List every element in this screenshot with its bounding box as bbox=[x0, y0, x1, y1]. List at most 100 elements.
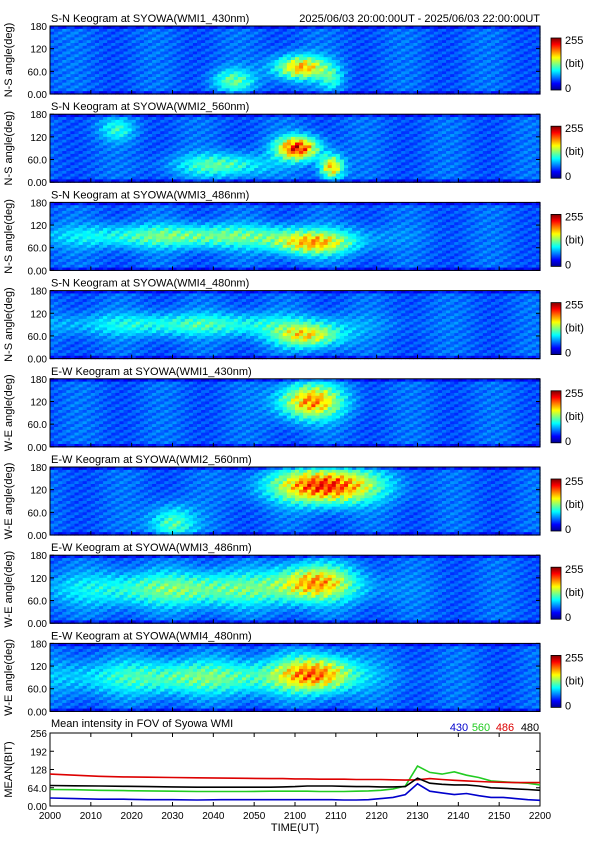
y-tick-label: 180 bbox=[30, 463, 47, 474]
y-axis-label: N-S angle(deg) bbox=[3, 287, 15, 362]
colorbar bbox=[550, 302, 562, 356]
colorbar bbox=[550, 213, 562, 267]
y-tick-label: 120 bbox=[30, 397, 47, 408]
y-tick-label: 60.0 bbox=[28, 156, 48, 167]
colorbar-unit-label: (bit) bbox=[565, 146, 584, 158]
keogram-image bbox=[50, 114, 541, 183]
line-x-tick-label: 2020 bbox=[121, 811, 144, 822]
series-line-480 bbox=[49, 777, 541, 792]
line-x-tick-label: 2200 bbox=[529, 811, 552, 822]
y-tick-label: 60.0 bbox=[28, 420, 48, 431]
series-line-486 bbox=[49, 773, 540, 784]
keogram-image bbox=[50, 378, 541, 448]
colorbar-unit-label: (bit) bbox=[565, 675, 584, 687]
line-x-tick-label: 2040 bbox=[202, 811, 225, 822]
y-tick-label: 180 bbox=[30, 639, 47, 650]
y-tick-label: 180 bbox=[30, 198, 47, 209]
colorbar-max-label: 255 bbox=[565, 300, 583, 312]
y-tick-label: 60.0 bbox=[28, 508, 48, 519]
colorbar-min-label: 0 bbox=[565, 612, 571, 624]
y-tick-label: 0.00 bbox=[28, 178, 48, 189]
y-tick-label: 120 bbox=[30, 45, 47, 56]
line-y-axis-label: MEAN(BIT) bbox=[3, 741, 15, 797]
panel-title: S-N Keogram at SYOWA(WMI3_486nm) bbox=[51, 189, 249, 201]
keogram-panel: E-W Keogram at SYOWA(WMI3_486nm) 0.00 60.0… bbox=[3, 542, 584, 630]
panel-title: E-W Keogram at SYOWA(WMI2_560nm) bbox=[51, 454, 252, 466]
y-tick-label: 180 bbox=[30, 110, 47, 121]
panel-title: E-W Keogram at SYOWA(WMI4_480nm) bbox=[51, 630, 252, 642]
colorbar-unit-label: (bit) bbox=[565, 58, 584, 70]
line-x-tick-label: 2140 bbox=[447, 811, 470, 822]
legend-entry: 430 bbox=[450, 722, 468, 734]
keogram-panel: E-W Keogram at SYOWA(WMI1_430nm) 0.00 60.0… bbox=[3, 366, 584, 454]
colorbar-min-label: 0 bbox=[565, 436, 571, 448]
keogram-image bbox=[50, 202, 541, 271]
keogram-panel: S-N Keogram at SYOWA(WMI3_486nm) 0.00 60.0… bbox=[3, 189, 584, 277]
y-axis-label: N-S angle(deg) bbox=[3, 111, 15, 186]
panel-title: S-N Keogram at SYOWA(WMI4_480nm) bbox=[51, 278, 249, 290]
y-tick-label: 180 bbox=[30, 551, 47, 562]
colorbar bbox=[550, 125, 562, 179]
series-line-430 bbox=[49, 782, 541, 802]
colorbar-max-label: 255 bbox=[565, 652, 583, 664]
y-tick-label: 120 bbox=[30, 133, 47, 144]
colorbar-unit-label: (bit) bbox=[565, 499, 584, 511]
panel-title: S-N Keogram at SYOWA(WMI2_560nm) bbox=[51, 101, 249, 113]
y-tick-label: 180 bbox=[30, 375, 47, 386]
line-y-tick-label: 64.0 bbox=[28, 784, 48, 795]
line-x-tick-label: 2010 bbox=[80, 811, 103, 822]
colorbar-unit-label: (bit) bbox=[565, 323, 584, 335]
y-tick-label: 60.0 bbox=[28, 244, 48, 255]
legend-entry: 480 bbox=[521, 722, 539, 734]
line-y-tick-label: 256 bbox=[30, 729, 47, 740]
colorbar-min-label: 0 bbox=[565, 171, 571, 183]
colorbar-max-label: 255 bbox=[565, 388, 583, 400]
panel-title: E-W Keogram at SYOWA(WMI1_430nm) bbox=[51, 366, 252, 378]
y-tick-label: 0.00 bbox=[28, 619, 48, 630]
keogram-panel: S-N Keogram at SYOWA(WMI4_480nm) 0.00 60.0… bbox=[3, 278, 584, 366]
colorbar-max-label: 255 bbox=[565, 211, 583, 223]
y-tick-label: 0.00 bbox=[28, 707, 48, 718]
colorbar bbox=[550, 655, 562, 708]
y-tick-label: 60.0 bbox=[28, 67, 48, 78]
line-x-tick-label: 2150 bbox=[488, 811, 511, 822]
colorbar-min-label: 0 bbox=[565, 700, 571, 712]
line-x-tick-label: 2120 bbox=[366, 811, 389, 822]
colorbar-min-label: 0 bbox=[565, 83, 571, 95]
line-x-tick-label: 2110 bbox=[325, 811, 347, 822]
y-tick-label: 180 bbox=[30, 287, 47, 298]
y-tick-label: 120 bbox=[30, 662, 47, 673]
keogram-image bbox=[50, 555, 541, 624]
y-tick-label: 0.00 bbox=[28, 355, 48, 366]
colorbar-unit-label: (bit) bbox=[565, 411, 584, 423]
legend-entry: 486 bbox=[496, 722, 514, 734]
colorbar-max-label: 255 bbox=[565, 35, 583, 47]
y-tick-label: 120 bbox=[30, 574, 47, 585]
keogram-panel: E-W Keogram at SYOWA(WMI2_560nm) 0.00 60.0… bbox=[3, 454, 584, 542]
keogram-panel: S-N Keogram at SYOWA(WMI1_430nm) 2025/06/… bbox=[3, 13, 584, 101]
colorbar bbox=[550, 478, 562, 532]
y-tick-label: 0.00 bbox=[28, 531, 48, 542]
y-axis-label: W-E angle(deg) bbox=[3, 551, 15, 628]
colorbar-min-label: 0 bbox=[565, 524, 571, 536]
colorbar-max-label: 255 bbox=[565, 123, 583, 135]
colorbar-max-label: 255 bbox=[565, 564, 583, 576]
colorbar bbox=[550, 390, 562, 444]
y-tick-label: 60.0 bbox=[28, 332, 48, 343]
y-tick-label: 120 bbox=[30, 221, 47, 232]
panel-title: S-N Keogram at SYOWA(WMI1_430nm) bbox=[51, 13, 249, 25]
y-axis-label: N-S angle(deg) bbox=[3, 199, 15, 274]
colorbar-unit-label: (bit) bbox=[565, 234, 584, 246]
panel-title: E-W Keogram at SYOWA(WMI3_486nm) bbox=[51, 542, 252, 554]
y-tick-label: 0.00 bbox=[28, 443, 48, 454]
y-tick-label: 60.0 bbox=[28, 685, 48, 696]
y-tick-label: 0.00 bbox=[28, 90, 48, 101]
colorbar-min-label: 0 bbox=[565, 259, 571, 271]
line-y-tick-label: 192 bbox=[30, 747, 47, 758]
keogram-image bbox=[50, 643, 541, 712]
time-range-label: 2025/06/03 20:00:00UT - 2025/06/03 22:00… bbox=[299, 13, 540, 25]
line-x-tick-label: 2030 bbox=[161, 811, 184, 822]
line-y-tick-label: 0.00 bbox=[28, 802, 48, 813]
line-x-tick-label: 2100 bbox=[284, 811, 307, 822]
